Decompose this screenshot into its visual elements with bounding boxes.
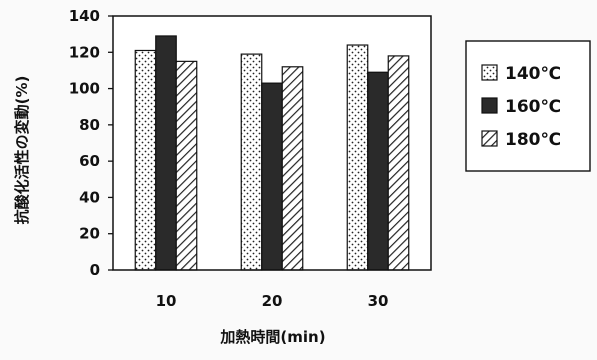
- y-axis-title: 抗酸化活性の変動(%): [13, 76, 31, 225]
- bar-180℃-20: [281, 66, 304, 271]
- legend-swatch-160℃: [481, 97, 498, 114]
- x-tick-label: 10: [156, 292, 177, 310]
- legend-swatch-180℃: [481, 130, 498, 147]
- y-tick-label: 20: [79, 225, 100, 243]
- bar-180℃-10: [175, 60, 198, 271]
- bar-140℃-20: [240, 53, 263, 271]
- y-tick-label: 80: [79, 116, 100, 134]
- x-axis-title: 加熱時間(min): [219, 328, 325, 346]
- bar-140℃-30: [346, 44, 369, 271]
- legend-swatch-140℃: [481, 64, 498, 81]
- plot-frame: [112, 15, 432, 271]
- legend-label-160℃: 160℃: [505, 97, 561, 117]
- legend-label-140℃: 140℃: [505, 64, 561, 84]
- y-tick-label: 60: [79, 152, 100, 170]
- x-tick-label: 20: [262, 292, 283, 310]
- y-tick-label: 100: [69, 80, 100, 98]
- y-tick-label: 40: [79, 188, 100, 206]
- legend-label-180℃: 180℃: [505, 130, 561, 150]
- bar-160℃-20: [261, 82, 283, 271]
- y-tick-label: 0: [90, 261, 100, 279]
- y-tick-label: 140: [69, 7, 100, 25]
- bar-160℃-10: [155, 35, 177, 271]
- bar-180℃-30: [387, 55, 410, 271]
- y-tick-label: 120: [69, 43, 100, 61]
- bar-160℃-30: [367, 71, 389, 271]
- x-tick-label: 30: [368, 292, 389, 310]
- bar-140℃-10: [134, 49, 157, 271]
